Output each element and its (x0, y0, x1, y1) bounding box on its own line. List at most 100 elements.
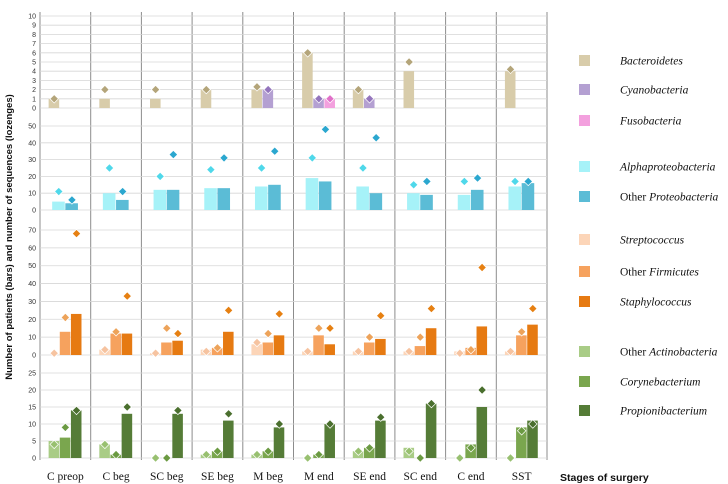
bar-other-proteobacteria-7 (420, 194, 433, 210)
x-axis-title: Stages of surgery (560, 472, 649, 484)
bar-staphylococcus-8 (476, 326, 488, 355)
lozenge-corynebacterium-9 (516, 426, 527, 436)
bar-other-firmicutes-9 (516, 335, 527, 355)
lozenge-propionibacterium-2 (173, 405, 183, 416)
y-tick-label: 20 (28, 174, 36, 181)
lozenge-streptococcus-8 (455, 348, 465, 358)
y-tick-label: 10 (28, 422, 36, 429)
lozenge-alphaproteobacteria-9 (510, 176, 520, 187)
legend: Bacteroidetes Cyanobacteria Fusobacteria Al… (579, 55, 719, 418)
x-tick-label: SST (512, 471, 532, 483)
bar-other-proteobacteria-9 (521, 183, 535, 210)
bar-other-proteobacteria-8 (470, 189, 484, 210)
legend-swatch (579, 405, 590, 416)
lozenge-alphaproteobacteria-3 (206, 164, 216, 175)
x-tick-label: C end (457, 471, 484, 483)
lozenge-other-actinobacteria-4 (252, 449, 262, 460)
lozenge-other-actinobacteria-3 (201, 449, 211, 460)
bar-cyanobacteria-5 (313, 98, 324, 108)
bar-cyanobacteria-4 (262, 89, 274, 108)
lozenge-alphaproteobacteria-8 (459, 176, 470, 187)
legend-swatch (579, 161, 590, 172)
bar-propionibacterium-0 (70, 410, 82, 458)
lozenge-alphaproteobacteria-7 (408, 180, 419, 190)
lozenge-other-actinobacteria-6 (353, 446, 364, 456)
lozenge-other-actinobacteria-0 (49, 439, 59, 450)
lozenge-cyanobacteria-6 (364, 94, 375, 104)
bar-propionibacterium-3 (223, 420, 234, 458)
legend-label: Cyanobacteria (620, 85, 689, 97)
bar-staphylococcus-2 (172, 340, 183, 355)
y-tick-label: 20 (28, 388, 36, 395)
y-tick-label: 0 (32, 208, 36, 215)
y-tick-label: 40 (28, 281, 36, 288)
lozenge-propionibacterium-8 (477, 385, 487, 395)
lozenge-other-actinobacteria-9 (505, 453, 516, 463)
y-tick-label: 50 (28, 263, 36, 270)
bar-staphylococcus-5 (324, 344, 335, 355)
y-tick-label: 60 (28, 245, 36, 252)
lozenge-streptococcus-6 (353, 346, 364, 357)
bar-staphylococcus-0 (70, 313, 82, 355)
bar-other-proteobacteria-4 (268, 184, 281, 210)
legend-label: Alphaproteobacteria (619, 162, 716, 174)
bar-alphaproteobacteria-3 (204, 188, 217, 210)
lozenge-streptococcus-2 (150, 348, 161, 358)
lozenge-corynebacterium-3 (212, 446, 223, 456)
lozenge-staphylococcus-3 (223, 305, 234, 316)
lozenge-alphaproteobacteria-1 (104, 163, 115, 173)
lozenge-propionibacterium-0 (71, 405, 82, 416)
lozenge-propionibacterium-9 (528, 419, 538, 429)
lozenge-staphylococcus-4 (274, 309, 284, 319)
bar-alphaproteobacteria-7 (407, 193, 420, 210)
bar-alphaproteobacteria-5 (305, 178, 319, 210)
legend-swatch (579, 346, 590, 357)
lozenge-other-proteobacteria-4 (270, 146, 280, 156)
bar-propionibacterium-1 (121, 413, 133, 458)
bar-staphylococcus-9 (527, 324, 538, 355)
y-tick-label: 25 (28, 371, 36, 378)
y-tick-label: 0 (32, 353, 36, 360)
bar-propionibacterium-2 (172, 413, 183, 458)
lozenge-staphylococcus-9 (528, 303, 538, 314)
bar-bacteroidetes-6 (352, 89, 364, 108)
bar-other-proteobacteria-6 (369, 193, 383, 210)
bar-bacteroidetes-7 (403, 71, 415, 108)
bar-propionibacterium-5 (324, 424, 335, 458)
lozenge-cyanobacteria-4 (263, 84, 273, 95)
bar-bacteroidetes-2 (150, 98, 161, 108)
lozenge-staphylococcus-2 (173, 328, 183, 339)
y-tick-label: 30 (28, 299, 36, 306)
bar-corynebacterium-6 (363, 447, 375, 458)
bar-other-proteobacteria-3 (217, 188, 231, 210)
lozenge-other-firmicutes-5 (314, 323, 324, 333)
lozenge-other-proteobacteria-1 (117, 186, 128, 197)
legend-label: Staphylococcus (620, 297, 692, 309)
bar-other-firmicutes-1 (110, 333, 122, 355)
lozenge-staphylococcus-7 (426, 303, 437, 314)
lozenge-other-proteobacteria-3 (219, 153, 229, 163)
legend-swatch (579, 234, 590, 245)
bar-alphaproteobacteria-9 (508, 186, 522, 210)
lozenge-propionibacterium-4 (274, 419, 284, 429)
lozenge-other-actinobacteria-7 (404, 446, 414, 456)
lozenge-other-actinobacteria-5 (303, 453, 313, 463)
lozenge-corynebacterium-7 (415, 453, 425, 463)
bar-bacteroidetes-0 (48, 98, 60, 108)
lozenge-other-proteobacteria-9 (523, 176, 533, 187)
bar-other-firmicutes-6 (363, 342, 375, 355)
bar-alphaproteobacteria-4 (254, 186, 268, 210)
lozenge-streptococcus-1 (100, 344, 110, 355)
lozenge-streptococcus-9 (505, 346, 516, 357)
lozenge-other-firmicutes-0 (60, 312, 71, 323)
lozenge-other-firmicutes-9 (516, 327, 527, 337)
lozenge-other-actinobacteria-1 (100, 439, 110, 450)
lozenge-other-proteobacteria-6 (371, 133, 381, 143)
y-tick-label: 50 (28, 124, 36, 131)
lozenge-other-proteobacteria-8 (472, 173, 483, 183)
legend-label: Fusobacteria (619, 116, 682, 128)
bar-other-proteobacteria-2 (166, 189, 180, 210)
lozenge-corynebacterium-1 (111, 449, 121, 460)
lozenge-staphylococcus-5 (325, 323, 335, 333)
